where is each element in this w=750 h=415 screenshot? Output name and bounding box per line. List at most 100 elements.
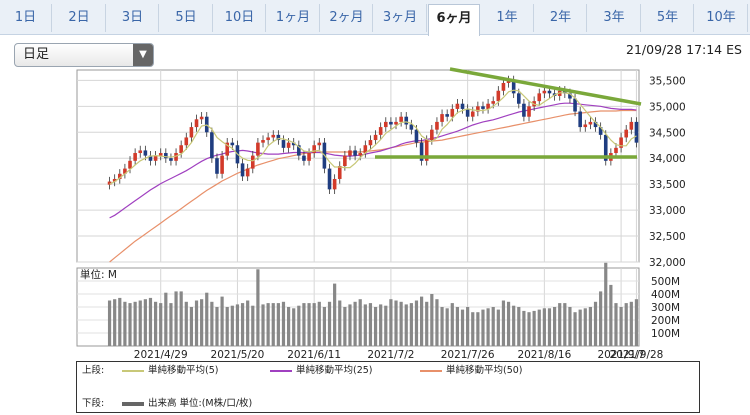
candle-body [179, 145, 183, 154]
candle-body [194, 119, 199, 128]
candle-body [445, 114, 449, 117]
candle-body [614, 147, 618, 154]
volume-bar [210, 301, 214, 346]
candle-body [245, 168, 250, 177]
volume-bar [353, 301, 357, 346]
candle-body [307, 153, 311, 161]
candle-body [573, 98, 577, 112]
x-tick-label: 2021/4/29 [134, 349, 188, 361]
volume-bar [573, 312, 577, 346]
candle-body [624, 129, 629, 138]
tab-5[interactable]: 1ヶ月 [268, 4, 320, 32]
candle-body [164, 153, 168, 159]
tab-3[interactable]: 5日 [161, 4, 213, 32]
tab-1[interactable]: 2日 [54, 4, 106, 32]
candle-body [358, 153, 363, 156]
candle-body [568, 93, 572, 99]
legend-sma50-label: 単純移動平均(50) [446, 365, 523, 376]
candle-body [598, 127, 603, 135]
candle-body [496, 90, 501, 102]
candle-body [465, 108, 470, 117]
volume-bar [164, 292, 168, 346]
tab-12[interactable]: 5年 [642, 4, 694, 32]
candle-body [486, 103, 490, 109]
candle-body [271, 134, 276, 138]
tab-4[interactable]: 10日 [214, 4, 266, 32]
volume-bar [338, 300, 342, 346]
volume-tick-label: 300M [651, 302, 680, 314]
candle-body [199, 116, 204, 120]
volume-bar [486, 308, 490, 346]
candle-body [123, 168, 127, 174]
tab-2[interactable]: 3日 [107, 4, 159, 32]
volume-bar [568, 307, 572, 346]
interval-select[interactable]: 日足 ▼ [14, 43, 154, 67]
tab-0[interactable]: 1日 [0, 4, 52, 32]
legend: 上段: 単純移動平均(5) 単純移動平均(25) 単純移動平均(50) 下段: … [76, 361, 700, 413]
candle-body [332, 178, 337, 190]
volume-bar [292, 308, 296, 346]
x-tick-label: 2021/7/26 [441, 349, 495, 361]
candle-body [327, 168, 332, 190]
volume-bar [404, 304, 408, 346]
tab-6[interactable]: 2ヶ月 [321, 4, 373, 32]
legend-sma5: 単純移動平均(5) [122, 364, 218, 378]
volume-bar [297, 305, 301, 346]
volume-bar [153, 301, 158, 346]
candle-body [153, 155, 158, 161]
volume-bar [440, 307, 444, 346]
candle-body [563, 90, 567, 94]
volume-bar [143, 299, 147, 346]
legend-sma25-swatch [270, 369, 292, 372]
volume-bar [547, 308, 552, 346]
candle-body [138, 150, 143, 154]
candle-body [414, 129, 419, 143]
volume-tick-label: 500M [651, 276, 680, 288]
volume-bar [599, 291, 603, 346]
volume-bar [414, 300, 419, 346]
candle-body [133, 153, 137, 161]
candle-body [117, 173, 122, 179]
candle-body [424, 140, 429, 161]
volume-bar [445, 308, 449, 346]
volume-bar [450, 303, 454, 346]
tab-10[interactable]: 2年 [535, 4, 587, 32]
sma5-line [109, 89, 637, 185]
x-tick-label: 2021/9/28 [610, 349, 664, 361]
volume-bar [481, 309, 485, 346]
legend-lower-label: 下段: [82, 398, 105, 409]
candle-body [215, 158, 219, 174]
volume-bar [261, 304, 265, 346]
volume-tick-label: 100M [651, 328, 680, 340]
sma25-line [109, 102, 637, 219]
tab-7[interactable]: 3ヶ月 [375, 4, 427, 32]
volume-bar [138, 300, 142, 346]
legend-sma25-label: 単純移動平均(25) [296, 365, 373, 376]
candle-body [312, 145, 316, 154]
volume-bar [123, 301, 127, 346]
candle-body [107, 181, 112, 185]
volume-bar [399, 301, 403, 346]
tab-13[interactable]: 10年 [696, 4, 748, 32]
candle-body [276, 134, 281, 141]
volume-bar [588, 307, 593, 346]
candle-body [450, 108, 455, 117]
x-tick-label: 2021/5/20 [211, 349, 265, 361]
tab-11[interactable]: 3年 [589, 4, 641, 32]
volume-bar [312, 303, 316, 346]
tab-8[interactable]: 6ヶ月 [428, 4, 480, 36]
volume-bar [512, 305, 516, 346]
candle-body [363, 145, 368, 154]
volume-bar [619, 307, 623, 346]
chevron-down-icon: ▼ [133, 44, 153, 66]
price-tick-label: 34,000 [649, 153, 686, 165]
legend-volume: 出来高 単位:(M株/口/枚) [122, 397, 252, 411]
candle-body [603, 134, 608, 161]
volume-bar [614, 303, 618, 346]
tab-9[interactable]: 1年 [482, 4, 534, 32]
candle-body [588, 121, 593, 125]
candle-body [619, 137, 623, 148]
candle-body [527, 106, 531, 117]
volume-bar [552, 307, 557, 346]
